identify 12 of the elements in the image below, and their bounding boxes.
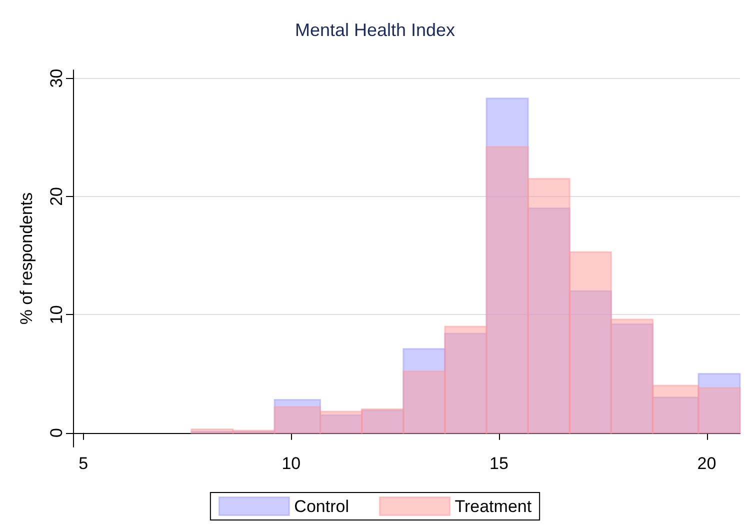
chart-title: Mental Health Index — [294, 20, 456, 40]
y-tick-label: 0 — [47, 428, 66, 438]
legend-label: Treatment — [454, 496, 532, 516]
y-tick-label: 10 — [47, 305, 66, 324]
x-tick-label: 10 — [282, 454, 301, 473]
x-tick-label: 15 — [490, 454, 508, 473]
legend-label: Control — [294, 496, 349, 516]
y-axis-title: % of respondents — [17, 192, 36, 325]
x-tick-label: 20 — [697, 454, 716, 473]
y-tick-label: 20 — [47, 186, 66, 206]
x-tick-label: 5 — [78, 454, 88, 473]
y-tick-label: 30 — [47, 68, 66, 88]
